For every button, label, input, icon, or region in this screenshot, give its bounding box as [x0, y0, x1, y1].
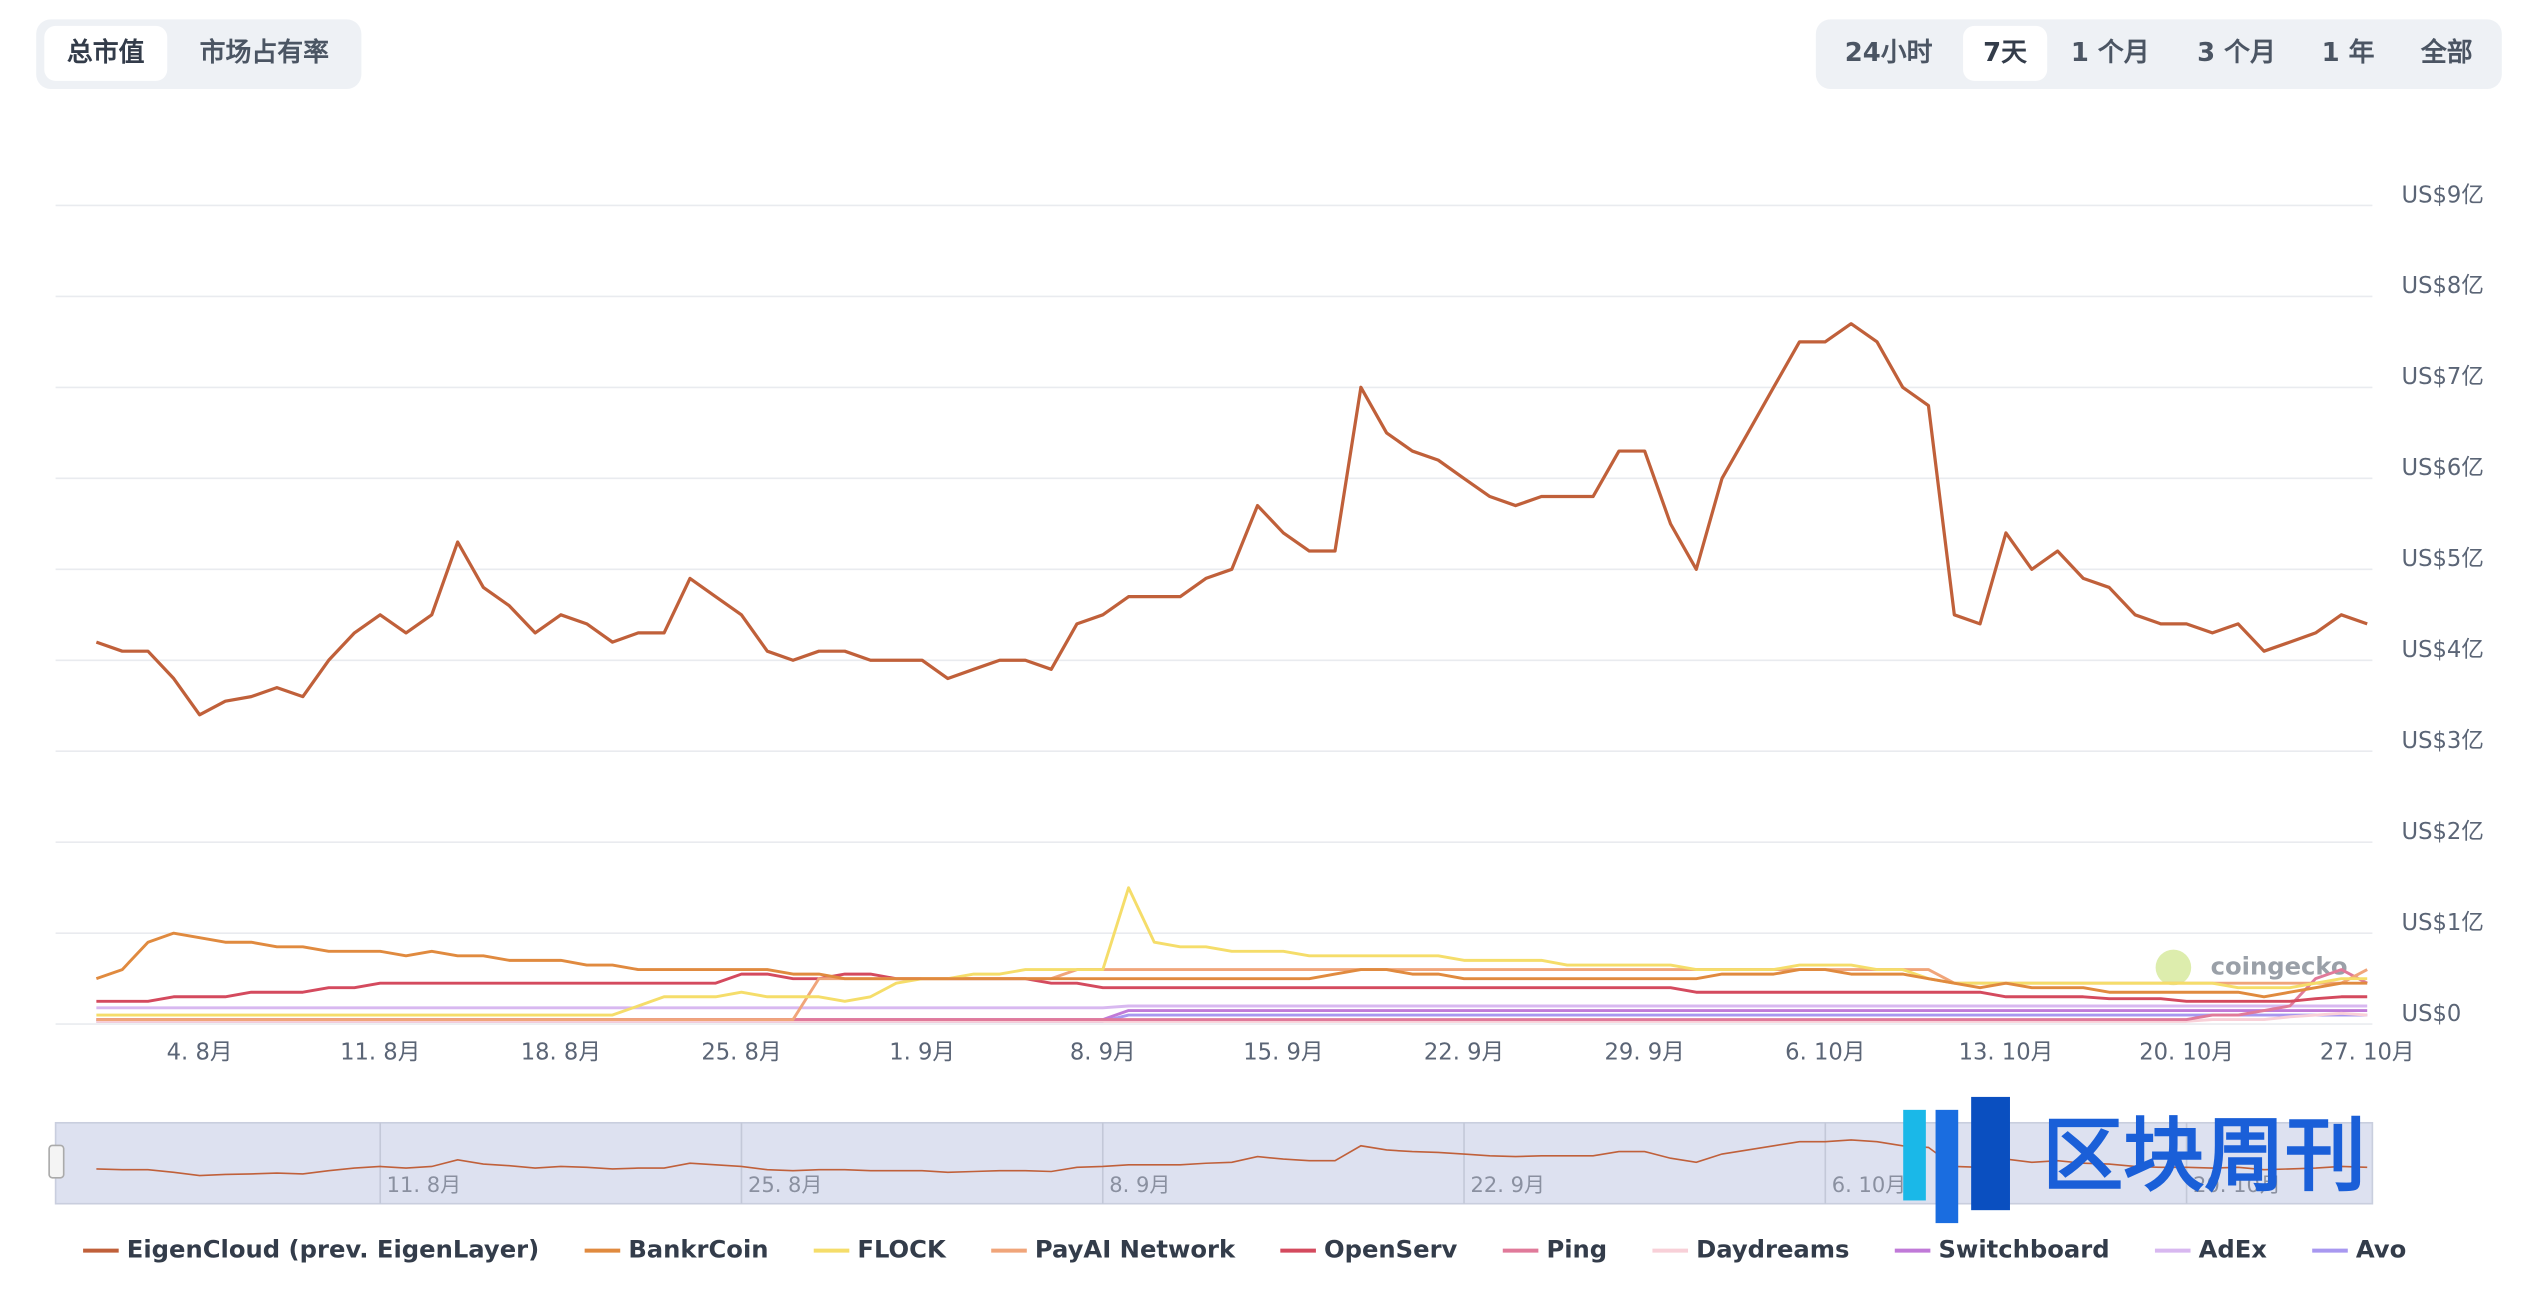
x-tick-label: 22. 9月 — [1424, 1040, 1504, 1066]
y-tick-label: US$7亿 — [2402, 364, 2484, 390]
navigator-label: 8. 9月 — [1109, 1172, 1170, 1197]
tab[interactable]: 总市值 — [67, 37, 145, 68]
navigator-label: 25. 8月 — [748, 1172, 823, 1197]
x-axis: 4. 8月 11. 8月 18. 8月 25. 8月 1. 9月 8. 9月 15. 9月 2… — [167, 1040, 2415, 1066]
tab[interactable]: 全部 — [2420, 37, 2473, 68]
overlay-watermark: 区块周刊 — [1903, 1096, 2366, 1224]
x-tick-label: 29. 9月 — [1605, 1040, 1685, 1066]
legend-label: Avo — [2356, 1235, 2406, 1264]
x-tick-label: 18. 8月 — [521, 1040, 601, 1066]
legend-label: Daydreams — [1696, 1235, 1849, 1264]
range-tabs: 24小时 7天 1 个月 3 个月 1 年 全部 — [1815, 19, 2502, 89]
y-tick-label: US$8亿 — [2402, 273, 2484, 299]
legend-label: OpenServ — [1324, 1235, 1458, 1264]
y-tick-label: US$3亿 — [2402, 728, 2484, 754]
legend-item[interactable]: Switchboard — [1894, 1235, 2110, 1264]
series-line — [95, 322, 2368, 717]
y-tick-label: US$1亿 — [2402, 910, 2484, 936]
series-line — [96, 1004, 2368, 1010]
x-tick-label: 1. 9月 — [889, 1040, 955, 1066]
legend-label: BankrCoin — [628, 1235, 768, 1264]
legend-label: Ping — [1546, 1235, 1607, 1264]
metric-tabs: 总市值 市场占有率 — [36, 19, 362, 89]
legend-label: EigenCloud (prev. EigenLayer) — [127, 1235, 539, 1264]
navigator-label: 20. 10月 — [2193, 1172, 2281, 1197]
x-tick-label: 11. 8月 — [340, 1040, 420, 1066]
legend-item[interactable]: Daydreams — [1652, 1235, 1850, 1264]
navigator-label: 11. 8月 — [387, 1172, 461, 1197]
legend-item[interactable]: EigenCloud (prev. EigenLayer) — [83, 1235, 539, 1264]
tab[interactable]: 24小时 — [1845, 38, 1933, 68]
series-line — [96, 886, 2368, 1017]
tab-active — [44, 25, 168, 81]
y-tick-label: US$5亿 — [2402, 546, 2484, 572]
x-tick-label: 27. 10月 — [2320, 1040, 2415, 1066]
logo-bar — [1971, 1096, 2010, 1211]
legend-label: PayAI Network — [1035, 1235, 1236, 1264]
legend-item[interactable]: AdEx — [2154, 1235, 2268, 1264]
legend-label: AdEx — [2199, 1235, 2268, 1264]
legend-item[interactable]: PayAI Network — [991, 1235, 1236, 1264]
legend-item[interactable]: Avo — [2312, 1235, 2406, 1264]
tab[interactable]: 7天 — [1983, 38, 2027, 68]
x-tick-label: 15. 9月 — [1243, 1040, 1323, 1066]
navigator-label: 6. 10月 — [1832, 1172, 1907, 1197]
legend-item[interactable]: FLOCK — [813, 1235, 947, 1264]
legend-label: FLOCK — [857, 1235, 947, 1264]
legend-item[interactable]: Ping — [1502, 1235, 1607, 1264]
y-tick-label: US$0 — [2402, 1001, 2462, 1027]
plot — [95, 322, 2368, 1023]
series-line — [96, 1011, 2368, 1023]
tab-active — [1963, 25, 2048, 81]
grid: US$0 US$1亿 US$2亿 US$3亿 US$4亿 US$5亿 US$6亿 US$7亿 U… — [55, 182, 2484, 1027]
x-tick-label: 4. 8月 — [167, 1040, 233, 1066]
watermark-logo — [2155, 949, 2192, 986]
y-tick-label: US$4亿 — [2402, 637, 2484, 663]
logo-bar — [1903, 1109, 1926, 1201]
x-tick-label: 13. 10月 — [1959, 1040, 2054, 1066]
logo-bar — [1935, 1109, 1959, 1224]
navigator: 11. 8月 25. 8月 8. 9月 22. 9月 6. 10月 20. 10月 — [48, 1121, 2374, 1205]
x-tick-label: 25. 8月 — [701, 1040, 781, 1066]
navigator-handle[interactable] — [48, 1144, 65, 1179]
watermark: coingecko — [2155, 949, 2348, 986]
y-tick-label: US$2亿 — [2402, 819, 2484, 845]
legend: EigenCloud (prev. EigenLayer) BankrCoin FL… — [83, 1235, 2406, 1264]
legend-label: Switchboard — [1938, 1235, 2109, 1264]
tab[interactable]: 市场占有率 — [200, 37, 330, 68]
series-line — [96, 972, 2368, 1003]
tab[interactable]: 3 个月 — [2197, 38, 2276, 68]
x-tick-label: 8. 9月 — [1070, 1040, 1136, 1066]
overlay-text: 区块周刊 — [2042, 1110, 2366, 1204]
x-tick-label: 20. 10月 — [2139, 1040, 2234, 1066]
y-tick-label: US$9亿 — [2402, 182, 2484, 208]
series-line — [95, 931, 2368, 999]
legend-item[interactable]: OpenServ — [1280, 1235, 1458, 1264]
legend-item[interactable]: BankrCoin — [584, 1235, 769, 1264]
tab[interactable]: 1 个月 — [2071, 38, 2150, 68]
x-tick-label: 6. 10月 — [1785, 1040, 1865, 1066]
navigator-label: 22. 9月 — [1471, 1172, 1546, 1197]
tab[interactable]: 1 年 — [2322, 37, 2375, 68]
y-tick-label: US$6亿 — [2402, 455, 2484, 481]
